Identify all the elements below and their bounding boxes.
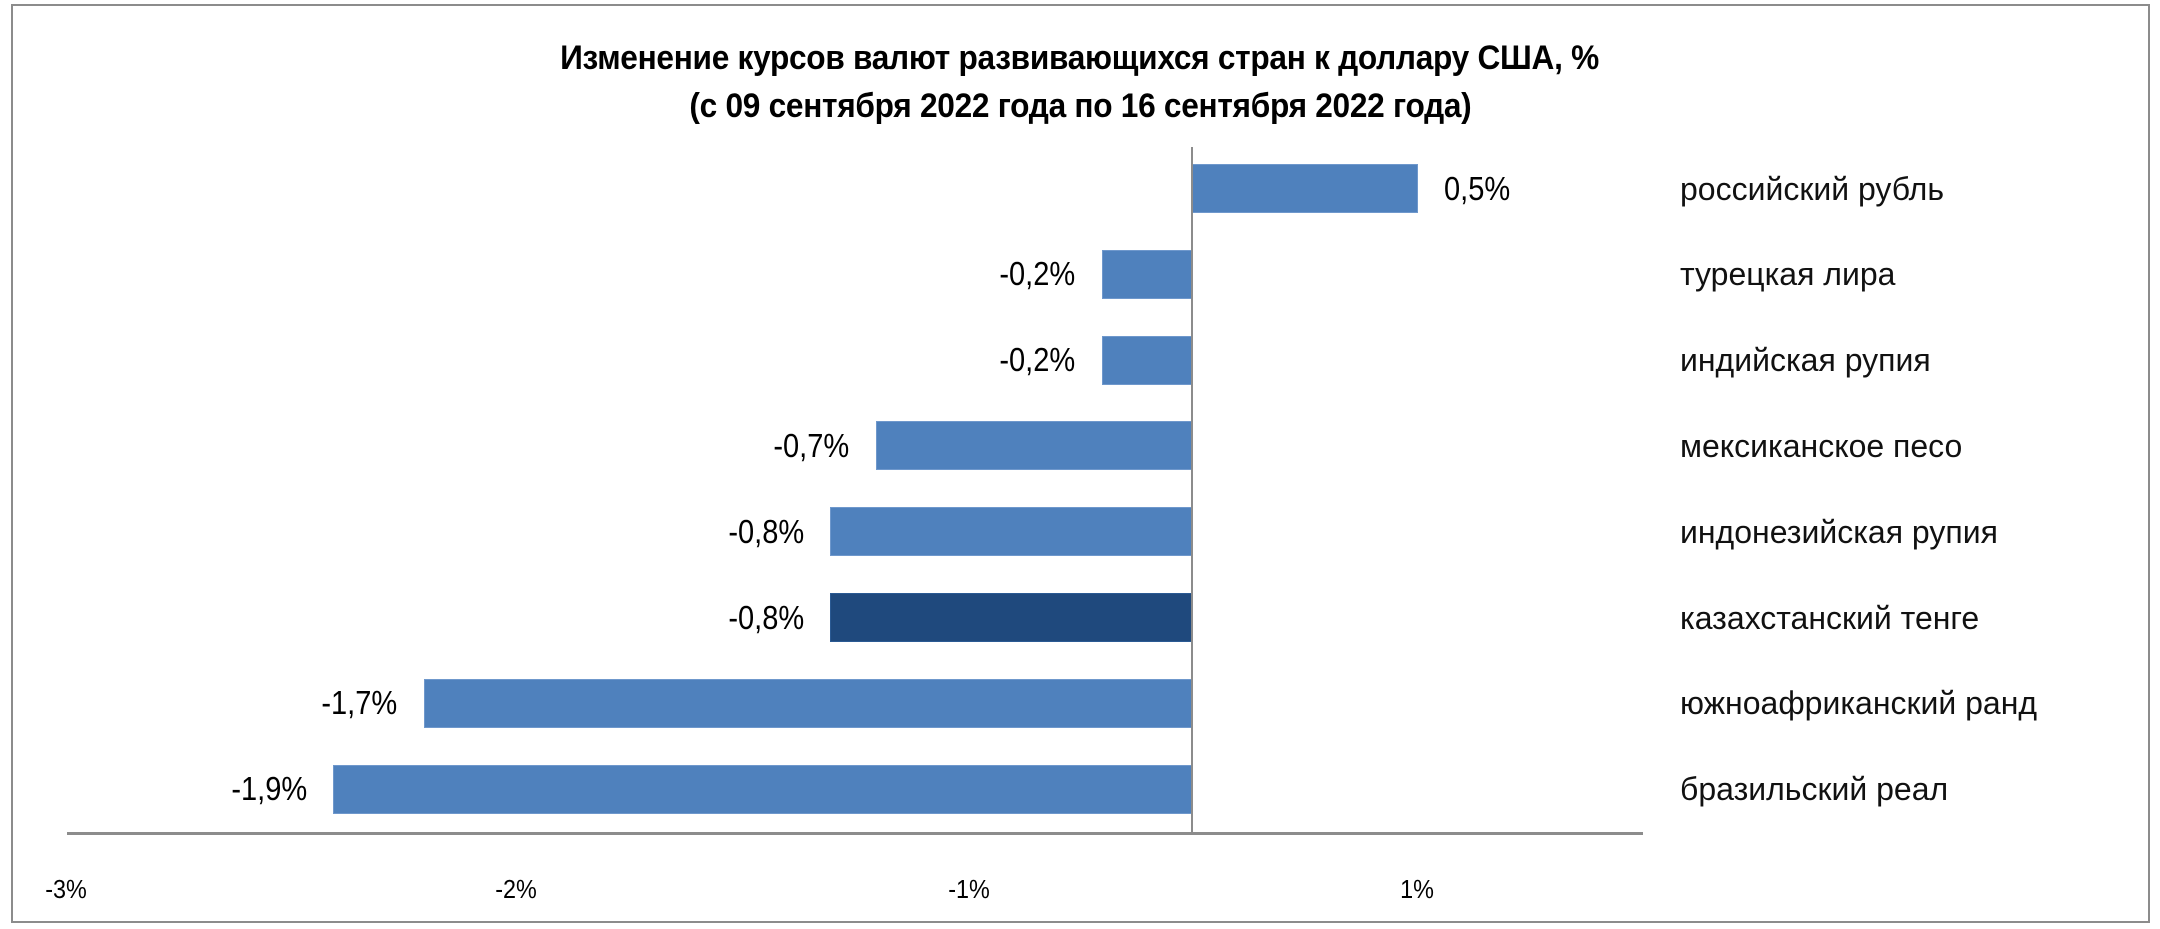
data-label: 0,5% bbox=[1444, 169, 1511, 207]
zero-axis-line bbox=[1191, 147, 1193, 833]
data-label: -0,8% bbox=[728, 598, 805, 636]
data-label: -0,7% bbox=[773, 426, 850, 464]
chart-subtitle: (с 09 сентября 2022 года по 16 сентября … bbox=[0, 86, 2160, 126]
bar-5 bbox=[830, 593, 1192, 642]
data-label: -1,9% bbox=[231, 770, 308, 808]
bar-6 bbox=[423, 678, 1192, 728]
bar-1 bbox=[1101, 249, 1192, 299]
x-axis-line bbox=[67, 832, 1643, 835]
category-label: индонезийская рупия bbox=[1680, 513, 1998, 550]
chart-title-line-2: (с 09 сентября 2022 года по 16 сентября … bbox=[688, 87, 1471, 125]
category-label: индийская рупия bbox=[1680, 342, 1931, 379]
bar-0 bbox=[1192, 164, 1418, 213]
data-label: -1,7% bbox=[321, 684, 398, 722]
category-label: мексиканское песо bbox=[1680, 427, 1963, 464]
bar-7 bbox=[333, 764, 1192, 814]
chart-title-line-1: Изменение курсов валют развивающихся стр… bbox=[560, 39, 1600, 77]
chart-title: Изменение курсов валют развивающихся стр… bbox=[0, 38, 2160, 78]
bar-2 bbox=[1101, 335, 1192, 385]
category-label: бразильский реал bbox=[1680, 771, 1949, 808]
category-label: турецкая лира bbox=[1680, 256, 1896, 293]
category-label: южноафриканский ранд bbox=[1680, 685, 2038, 722]
bar-3 bbox=[875, 421, 1192, 471]
data-label: -0,2% bbox=[999, 255, 1076, 293]
data-label: -0,8% bbox=[728, 512, 805, 550]
bar-4 bbox=[830, 507, 1192, 557]
category-label: российский рубль bbox=[1680, 170, 1945, 207]
x-tick-label: -2% bbox=[495, 874, 537, 904]
data-label: -0,2% bbox=[999, 341, 1076, 379]
x-tick-label: 1% bbox=[1400, 874, 1434, 904]
x-tick-label: -1% bbox=[948, 874, 990, 904]
x-tick-label: -3% bbox=[45, 874, 87, 904]
category-label: казахстанский тенге bbox=[1680, 599, 1980, 636]
